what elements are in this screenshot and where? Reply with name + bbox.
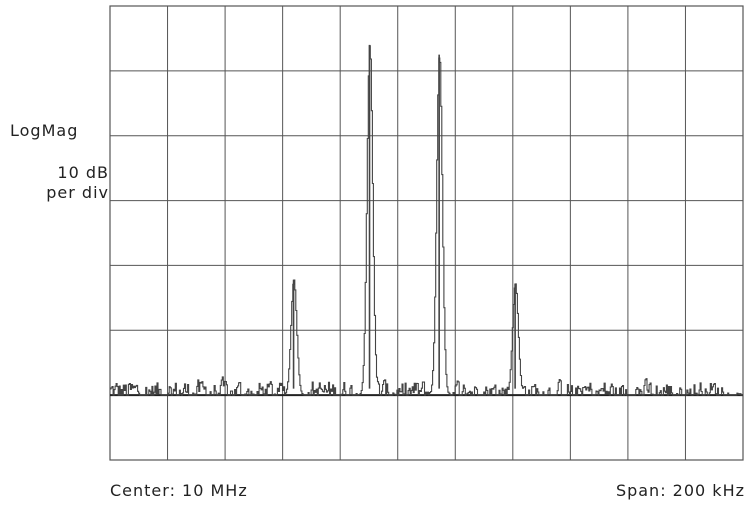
y-axis-mode-label: LogMag — [10, 121, 79, 140]
plot-frame — [109, 5, 744, 461]
y-axis-scale-label: 10 dB — [57, 163, 109, 182]
spectrum-trace — [110, 45, 743, 396]
center-frequency-label: Center: 10 MHz — [110, 481, 248, 500]
y-axis-scale-unit-label: per div — [46, 183, 109, 202]
span-label: Span: 200 kHz — [615, 481, 745, 500]
spectrum-plot — [109, 5, 744, 461]
